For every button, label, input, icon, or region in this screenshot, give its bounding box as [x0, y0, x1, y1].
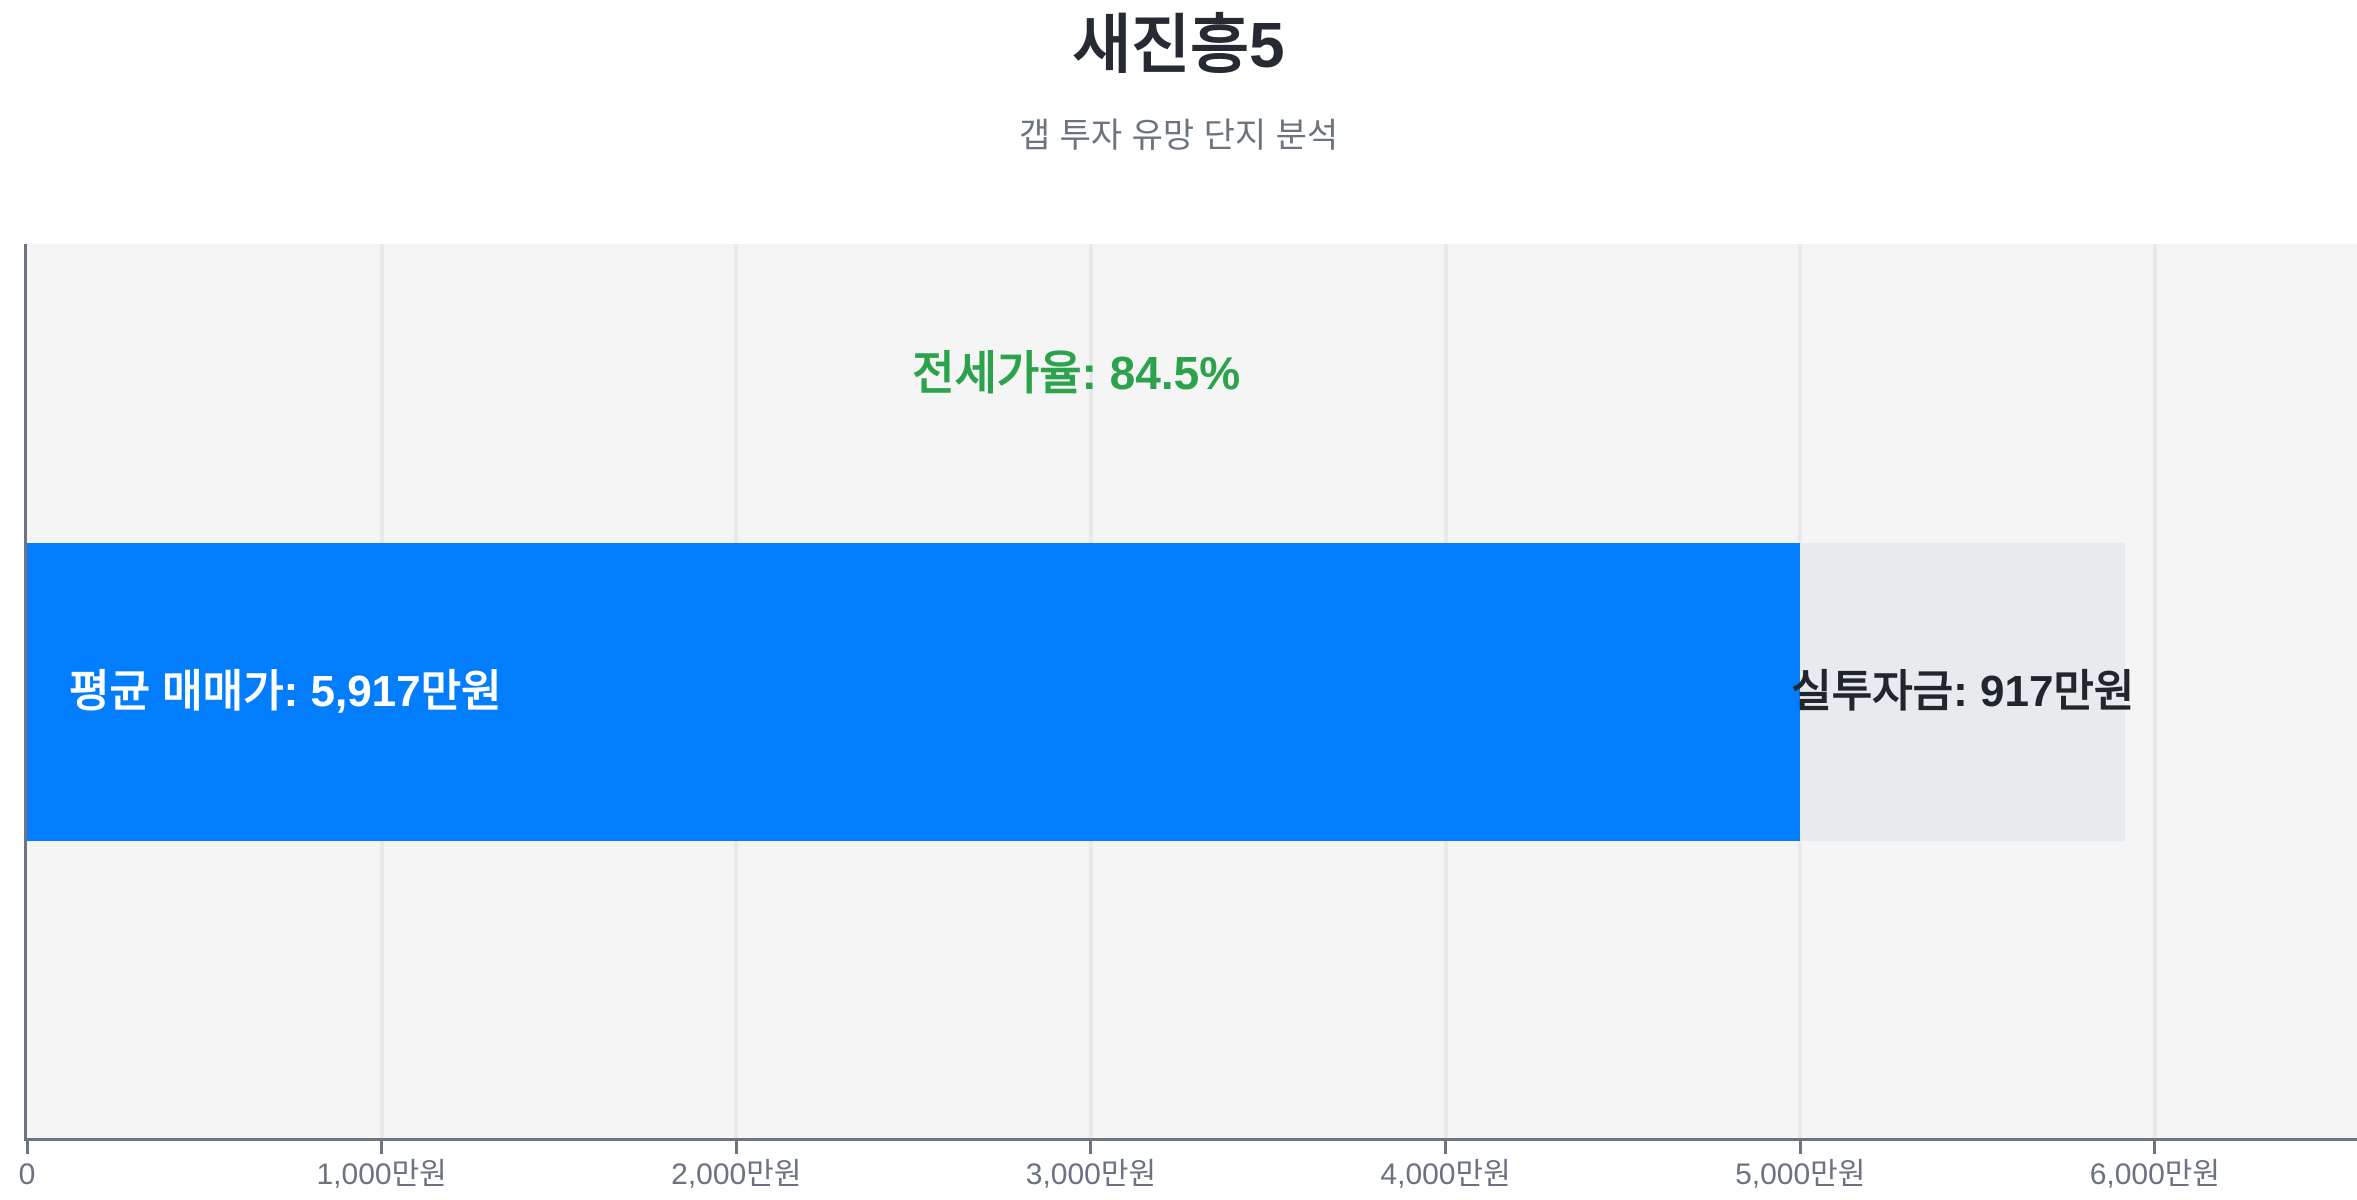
x-tick-mark [1444, 1141, 1448, 1154]
x-tick-label: 4,000만원 [1380, 1158, 1511, 1191]
bar-label-sale-price: 평균 매매가: 5,917만원 [69, 667, 502, 716]
x-tick-label: 2,000만원 [671, 1158, 802, 1191]
x-tick-mark [380, 1141, 384, 1154]
x-tick-mark [25, 1141, 29, 1154]
x-tick-label: 3,000만원 [1025, 1158, 1157, 1191]
bar-segment-jeonse[interactable]: 평균 매매가: 5,917만원 [27, 543, 1801, 841]
x-tick-label: 6,000만원 [2089, 1158, 2220, 1191]
plot-area[interactable]: 전세가율: 84.5% 평균 매매가: 5,917만원 실투자금: 917만원 [24, 244, 2357, 1141]
x-tick-label: 5,000만원 [1735, 1158, 1866, 1191]
x-axis: 0 1,000만원 2,000만원 3,000만원 4,000만원 5,000만원 6,00… [19, 1141, 2357, 1200]
chart-title: 새진흥5 [1072, 9, 1285, 81]
bar-segment-gap[interactable]: 실투자금: 917만원 [1791, 543, 2134, 841]
x-tick-mark [734, 1141, 738, 1154]
x-tick-mark [1798, 1141, 1802, 1154]
bar-row: 평균 매매가: 5,917만원 실투자금: 917만원 [27, 543, 2134, 841]
x-tick-label: 1,000만원 [316, 1158, 447, 1191]
x-tick-label: 0 [18, 1158, 36, 1191]
gridline [2152, 244, 2157, 1138]
chart-subtitle: 갭 투자 유망 단지 분석 [1018, 117, 1339, 155]
bar-label-investment: 실투자금: 917만원 [1791, 667, 2135, 716]
x-tick-mark [1089, 1141, 1093, 1154]
jeonse-ratio-annotation: 전세가율: 84.5% [912, 347, 1241, 399]
x-tick-mark [2153, 1141, 2157, 1154]
